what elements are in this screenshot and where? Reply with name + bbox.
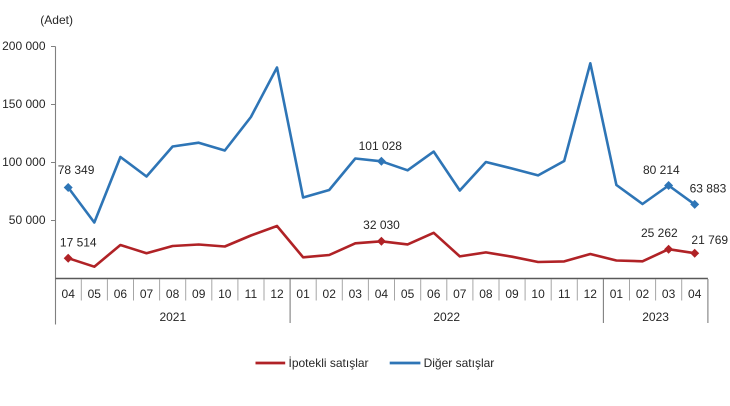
svg-text:2021: 2021: [159, 310, 186, 324]
svg-text:09: 09: [505, 287, 519, 301]
svg-text:01: 01: [610, 287, 624, 301]
svg-text:Diğer satışlar: Diğer satışlar: [424, 356, 495, 370]
svg-text:04: 04: [62, 287, 76, 301]
svg-text:05: 05: [401, 287, 415, 301]
svg-text:63 883: 63 883: [690, 181, 727, 195]
svg-text:(Adet): (Adet): [40, 13, 73, 27]
svg-text:07: 07: [140, 287, 154, 301]
svg-text:17 514: 17 514: [60, 236, 97, 250]
svg-text:10: 10: [218, 287, 232, 301]
svg-text:11: 11: [245, 287, 258, 301]
svg-text:03: 03: [662, 287, 676, 301]
svg-text:25 262: 25 262: [641, 226, 678, 240]
svg-text:50 000: 50 000: [9, 213, 46, 227]
svg-text:09: 09: [192, 287, 206, 301]
svg-text:11: 11: [558, 287, 571, 301]
svg-text:150 000: 150 000: [2, 97, 46, 111]
svg-text:80 214: 80 214: [643, 163, 680, 177]
svg-text:06: 06: [427, 287, 441, 301]
svg-text:04: 04: [375, 287, 389, 301]
svg-text:08: 08: [479, 287, 493, 301]
svg-text:02: 02: [323, 287, 337, 301]
svg-text:78 349: 78 349: [58, 163, 95, 177]
svg-text:32 030: 32 030: [363, 218, 400, 232]
svg-text:12: 12: [584, 287, 598, 301]
svg-text:200 000: 200 000: [2, 39, 46, 53]
svg-text:21 769: 21 769: [691, 233, 728, 247]
svg-text:2022: 2022: [433, 310, 460, 324]
svg-text:04: 04: [688, 287, 702, 301]
svg-text:100 000: 100 000: [2, 155, 46, 169]
svg-text:İpotekli satışlar: İpotekli satışlar: [289, 356, 369, 370]
svg-text:12: 12: [270, 287, 284, 301]
svg-text:101 028: 101 028: [359, 139, 403, 153]
svg-text:05: 05: [88, 287, 102, 301]
svg-text:02: 02: [636, 287, 650, 301]
svg-text:01: 01: [296, 287, 310, 301]
svg-text:06: 06: [114, 287, 128, 301]
svg-text:03: 03: [349, 287, 363, 301]
svg-text:08: 08: [166, 287, 180, 301]
svg-text:07: 07: [453, 287, 467, 301]
svg-text:2023: 2023: [642, 310, 669, 324]
svg-text:10: 10: [531, 287, 545, 301]
